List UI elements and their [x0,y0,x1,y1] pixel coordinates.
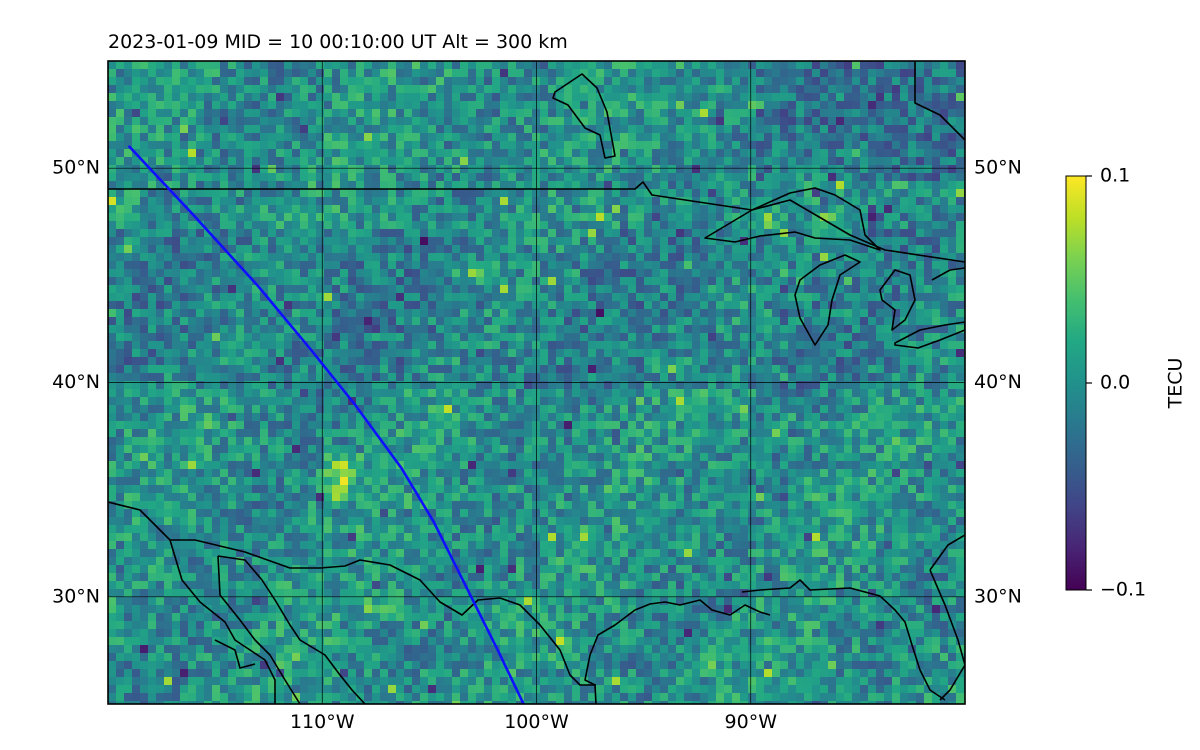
lat-tick-label-left: 40°N [52,371,100,393]
lon-tick-label: 90°W [725,711,778,733]
hudson-bay-coast [552,73,616,159]
lakes-erie-ontario [894,321,965,349]
lon-tick-label: 100°W [504,711,569,733]
western-mexico [214,639,256,669]
mexico-border [170,539,596,686]
tec-heatmap [108,61,965,704]
map-frame [107,60,966,705]
lat-tick-label-right: 30°N [974,585,1022,607]
lon-tick-label: 110°W [290,711,355,733]
lat-tick-label-right: 40°N [974,371,1022,393]
coastlines [108,61,965,704]
satellite-track [128,145,525,704]
colorbar: 0.1 0.0 −0.1 TECU [1065,165,1187,601]
labrador-coast [914,61,965,141]
map-title: 2023-01-09 MID = 10 00:10:00 UT Alt = 30… [108,31,568,53]
gulf-of-california [217,555,366,704]
axis-ticks: 30°N 30°N 40°N 40°N 50°N 50°N 110°W 100°W 90°W [52,157,1022,733]
lat-tick-label-left: 50°N [52,157,100,179]
colorbar-tick-label: −0.1 [1100,579,1146,601]
colorbar-label: TECU [1165,358,1187,410]
baja-california [108,501,276,704]
gridlines [108,61,965,704]
gulf-coast [584,579,946,704]
lake-huron [879,269,916,331]
colorbar-tick-label: 0.1 [1100,165,1130,187]
colorbar-gradient [1065,175,1087,591]
colorbar-tick-label: 0.0 [1100,372,1130,394]
eastern-coast [929,267,965,701]
lat-tick-label-left: 30°N [52,585,100,607]
lake-michigan [794,254,861,346]
lat-tick-label-right: 50°N [974,157,1022,179]
map-panel [107,60,966,705]
lake-superior [704,187,881,251]
colorbar-ticks: 0.1 0.0 −0.1 [1086,165,1146,601]
